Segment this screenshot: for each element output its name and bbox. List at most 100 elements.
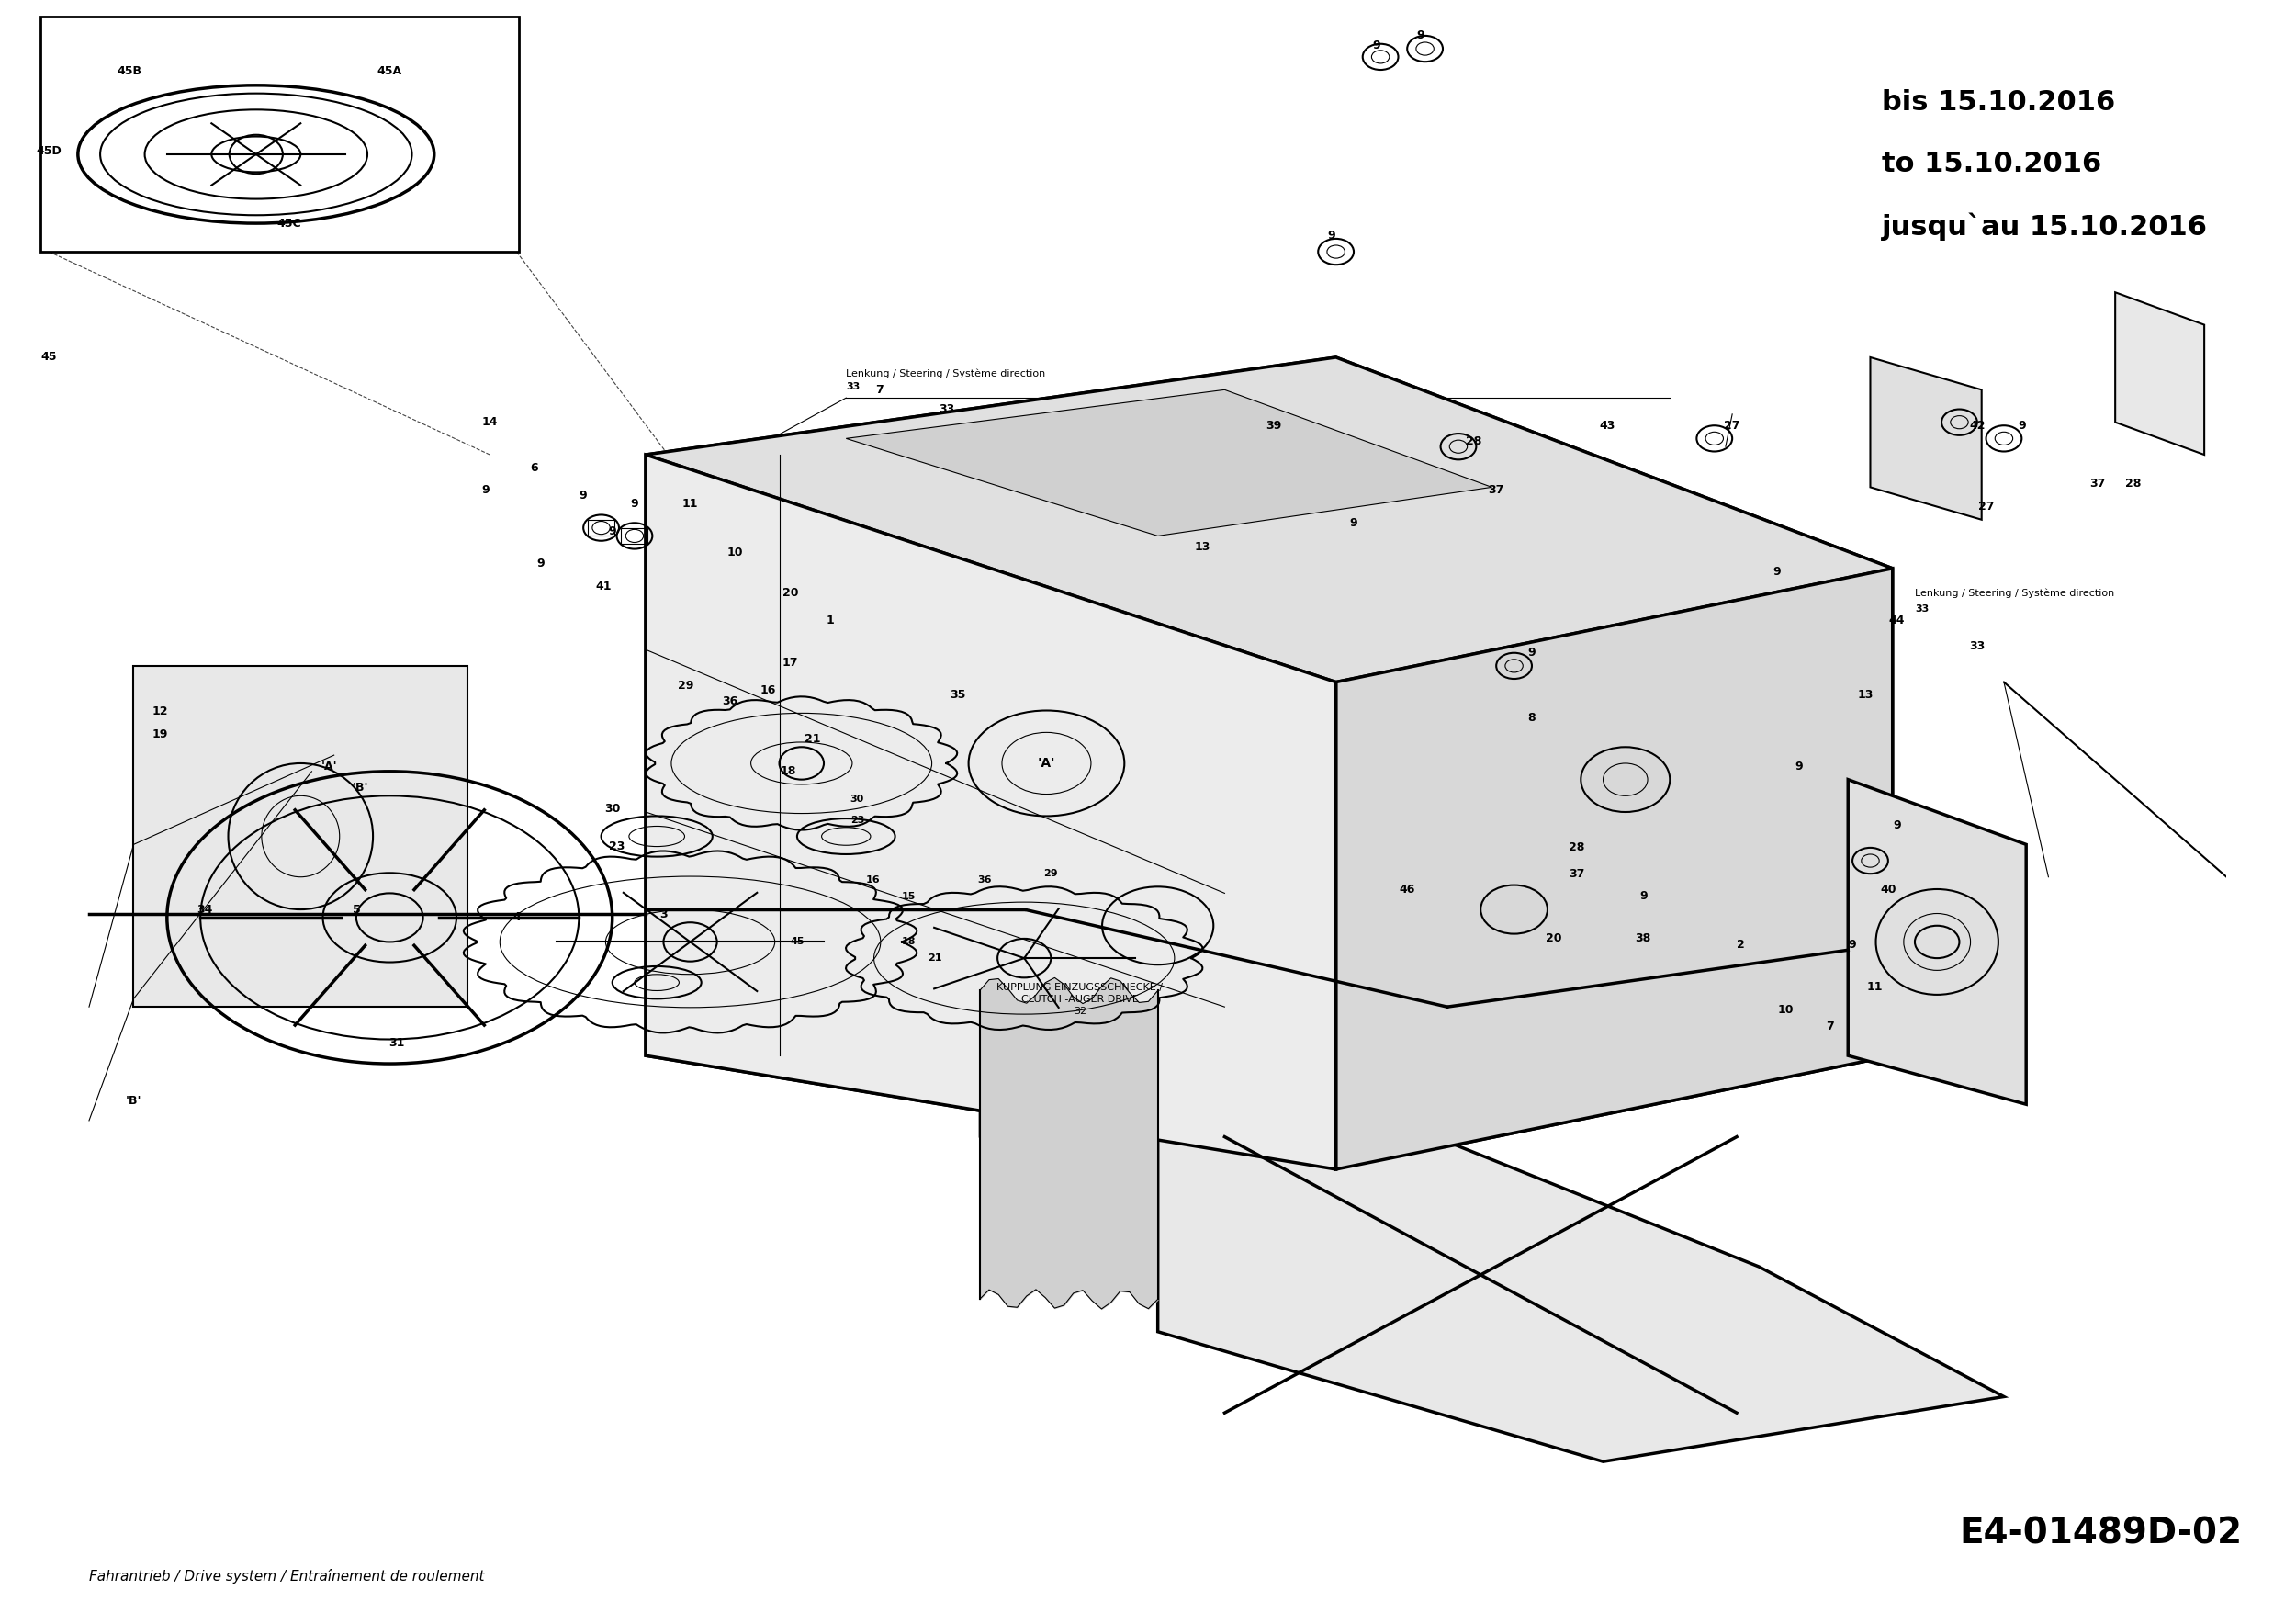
Text: 10: 10 [728,546,744,559]
Text: 7: 7 [875,383,884,396]
Text: 45D: 45D [37,145,62,158]
Text: 37: 37 [2089,477,2105,490]
Text: 20: 20 [1545,932,1561,945]
Text: 45C: 45C [278,218,301,231]
Text: 9: 9 [1327,229,1336,242]
Polygon shape [2115,292,2204,455]
Text: 37: 37 [1568,867,1584,880]
Text: 19: 19 [152,728,168,741]
Text: 37: 37 [1488,484,1504,497]
Text: 33: 33 [1915,604,1929,614]
Text: 21: 21 [928,953,941,963]
Text: 21: 21 [804,732,820,745]
Text: 29: 29 [1045,869,1058,879]
Text: 14: 14 [482,416,498,429]
Text: KUPPLUNG EINZUGSSCHNECKE /
CLUTCH -AUGER DRIVE
32: KUPPLUNG EINZUGSSCHNECKE / CLUTCH -AUGER… [996,983,1164,1017]
Text: 9: 9 [1795,760,1802,773]
Text: 44: 44 [1890,614,1906,627]
Text: Fahrantrieb / Drive system / Entraînement de roulement: Fahrantrieb / Drive system / Entraînemen… [90,1569,484,1583]
Text: 9: 9 [1894,818,1901,831]
Text: 9: 9 [1848,939,1857,952]
Text: 'B': 'B' [354,781,370,794]
Text: 7: 7 [1825,1020,1835,1033]
Text: 13: 13 [1194,541,1210,554]
Polygon shape [1848,780,2025,1104]
Text: E4-01489D-02: E4-01489D-02 [1958,1517,2243,1551]
Text: 9: 9 [631,497,638,510]
Text: 9: 9 [1527,646,1536,659]
Text: 36: 36 [978,875,992,885]
Text: 'A': 'A' [1038,757,1056,770]
Text: 16: 16 [866,875,879,885]
Text: to 15.10.2016: to 15.10.2016 [1880,151,2101,177]
Text: 4: 4 [512,911,521,924]
Text: 27: 27 [1979,500,1995,513]
Text: 9: 9 [1417,29,1424,42]
Bar [588,520,615,536]
Text: 42: 42 [1970,419,1986,432]
Text: 35: 35 [951,689,964,702]
Text: 5: 5 [351,903,360,916]
Polygon shape [133,666,468,1007]
Text: 43: 43 [1600,419,1616,432]
Text: 11: 11 [682,497,698,510]
Text: 'A': 'A' [321,760,338,773]
Text: 15: 15 [902,892,916,901]
Text: 9: 9 [1639,890,1646,903]
Text: 17: 17 [783,656,799,669]
Text: jusqu`au 15.10.2016: jusqu`au 15.10.2016 [1880,213,2206,240]
Text: 46: 46 [1398,883,1414,896]
Text: 9: 9 [2018,419,2025,432]
Text: 31: 31 [388,1036,404,1049]
Text: 9: 9 [537,557,544,570]
Text: 45: 45 [41,351,57,364]
Text: 11: 11 [1867,981,1883,994]
Text: 6: 6 [530,461,537,474]
Text: 8: 8 [1527,711,1536,724]
Text: 30: 30 [604,802,620,815]
Polygon shape [1157,1088,2004,1462]
Text: 18: 18 [781,765,797,778]
Text: 39: 39 [1265,419,1281,432]
Bar [622,528,647,544]
Text: 45A: 45A [377,65,402,78]
Text: 9: 9 [1350,516,1357,529]
Text: 36: 36 [723,695,739,708]
Text: 9: 9 [579,489,588,502]
Text: 1: 1 [827,614,833,627]
Text: 23: 23 [608,840,625,853]
Text: Lenkung / Steering / Système direction: Lenkung / Steering / Système direction [847,369,1045,378]
Polygon shape [847,390,1492,536]
Polygon shape [1871,357,1981,520]
Text: 3: 3 [659,908,668,921]
Polygon shape [645,357,1892,1169]
Text: 33: 33 [847,382,861,391]
Text: 9: 9 [1773,565,1782,578]
Text: 27: 27 [1724,419,1740,432]
Text: 45B: 45B [117,65,142,78]
Text: 38: 38 [1635,932,1651,945]
Text: 40: 40 [1880,883,1896,896]
Text: 28: 28 [2126,477,2140,490]
Text: 28: 28 [1568,841,1584,854]
Text: 18: 18 [902,937,916,947]
Text: 41: 41 [595,580,611,593]
Text: 28: 28 [1465,435,1481,448]
Text: 13: 13 [1857,689,1874,702]
Text: 34: 34 [197,903,214,916]
Text: 33: 33 [1970,640,1986,653]
Text: 45: 45 [790,937,804,947]
Polygon shape [645,455,1336,1169]
Bar [39,16,519,252]
Text: 10: 10 [1777,1004,1793,1017]
Text: 9: 9 [1373,39,1380,52]
Text: 33: 33 [939,403,955,416]
Text: Lenkung / Steering / Système direction: Lenkung / Steering / Système direction [1915,588,2115,598]
Text: 12: 12 [152,705,168,718]
Text: 30: 30 [850,794,863,804]
Polygon shape [980,942,1603,1169]
Text: 20: 20 [783,586,799,599]
Polygon shape [645,357,1892,682]
Text: 2: 2 [1738,939,1745,952]
Text: 23: 23 [850,815,863,825]
